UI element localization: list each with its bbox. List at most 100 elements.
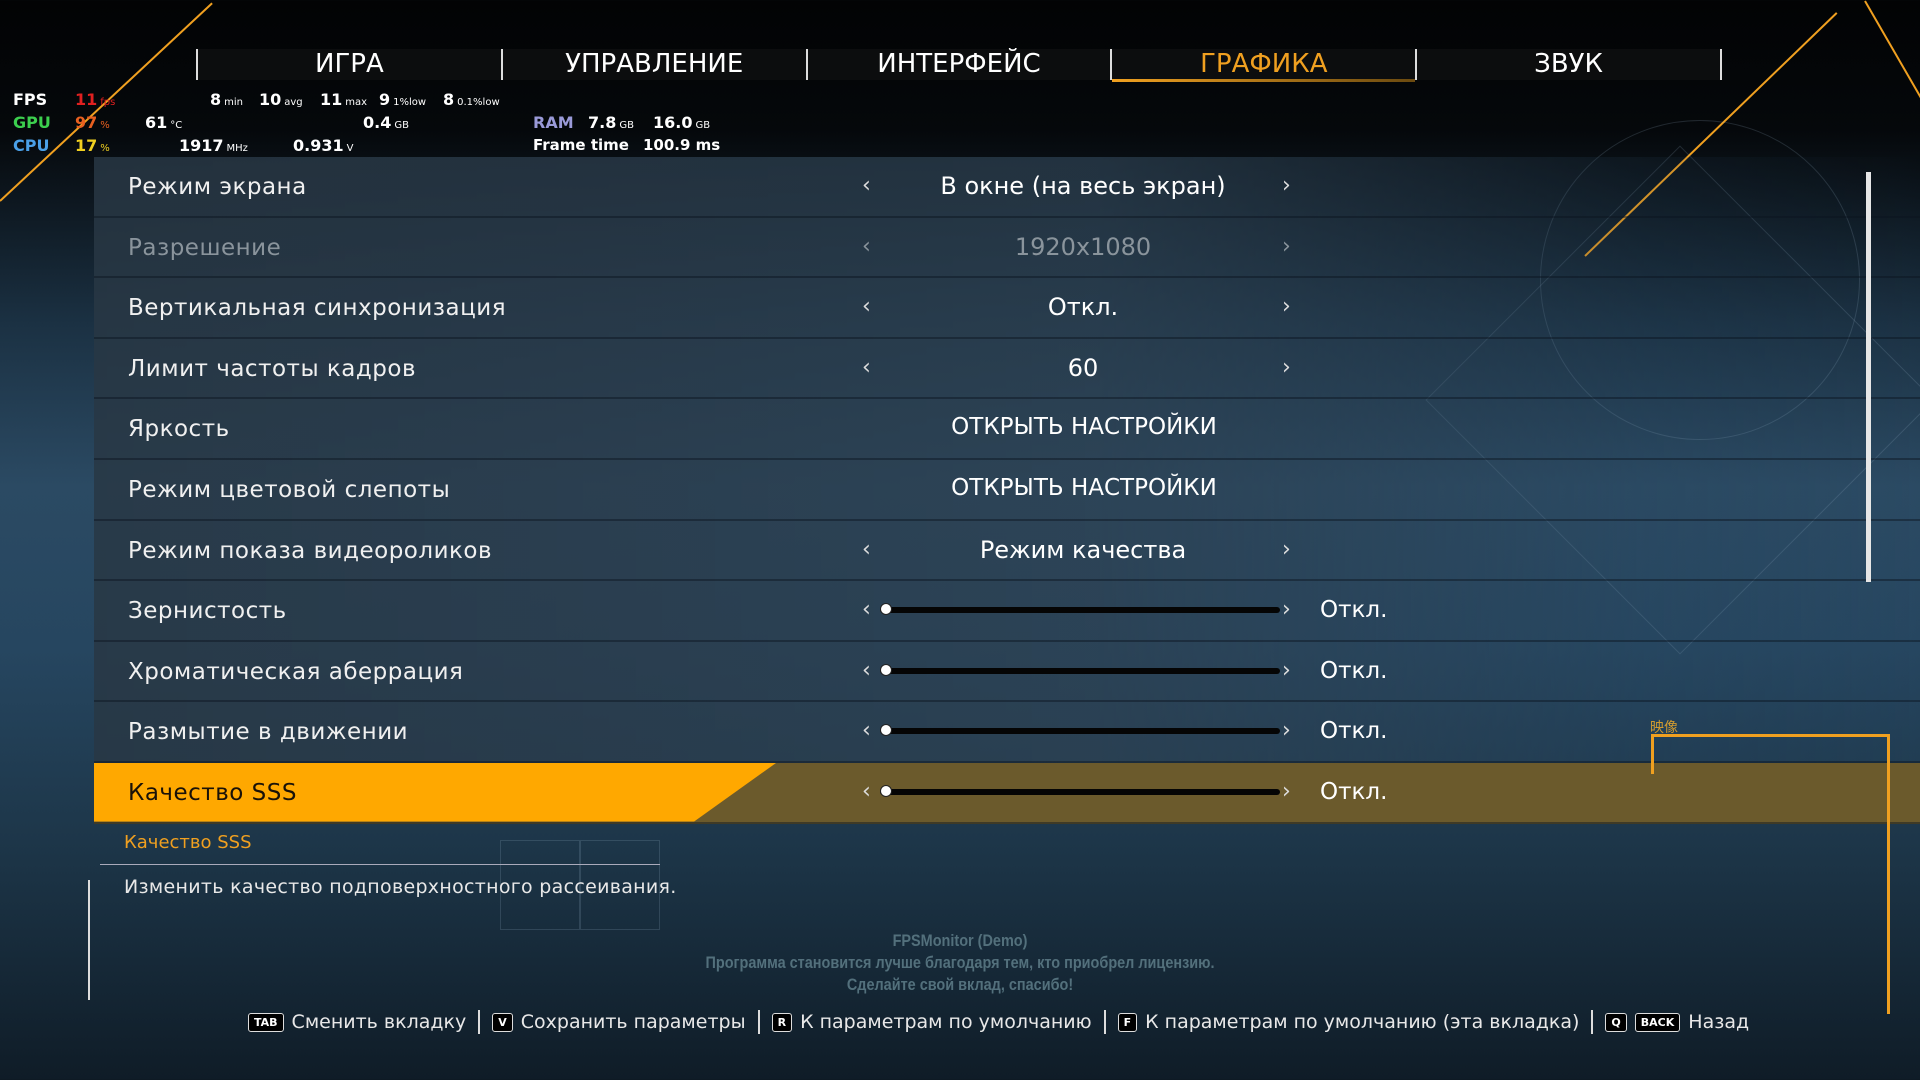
open-settings-button[interactable]: ОТКРЫТЬ НАСТРОЙКИ bbox=[951, 474, 1217, 501]
watermark-title: FPSMonitor (Demo) bbox=[892, 931, 1028, 950]
setting-slider[interactable] bbox=[880, 784, 1280, 797]
chevron-right-icon[interactable]: › bbox=[1282, 536, 1291, 562]
footer-hint[interactable]: R К параметрам по умолчанию bbox=[771, 1011, 1092, 1033]
setting-label: Хроматическая аберрация bbox=[128, 658, 464, 685]
footer-hint[interactable]: V Сохранить параметры bbox=[492, 1011, 746, 1033]
footer-hint[interactable]: F К параметрам по умолчанию (эта вкладка) bbox=[1117, 1011, 1580, 1033]
section-tag: 映像 bbox=[1650, 720, 1678, 736]
divider bbox=[100, 864, 660, 865]
gpu-load: 97% bbox=[75, 113, 110, 132]
tab-interface[interactable]: ИНТЕРФЕЙС bbox=[805, 49, 1111, 80]
watermark: FPSMonitor (Demo) Программа становится л… bbox=[688, 930, 1232, 996]
footer-hints: TAB Сменить вкладку V Сохранить параметры R К… bbox=[248, 1008, 1749, 1036]
chevron-left-icon[interactable]: ‹ bbox=[862, 233, 871, 259]
settings-list: Режим экрана ‹ › В окне (на весь экран) Разр… bbox=[94, 157, 1920, 824]
setting-slider[interactable] bbox=[880, 724, 1280, 737]
setting-label: Режим цветовой слепоты bbox=[128, 476, 451, 503]
chevron-right-icon[interactable]: › bbox=[1282, 718, 1291, 744]
setting-label: Разрешение bbox=[128, 234, 282, 261]
gpu-memory: 0.4 GB bbox=[363, 113, 409, 132]
cpu-label: CPU bbox=[13, 136, 50, 155]
cpu-clock: 1917 MHz bbox=[179, 136, 248, 155]
divider bbox=[757, 1010, 760, 1034]
decor-frame bbox=[580, 840, 660, 930]
divider bbox=[88, 880, 90, 1000]
setting-row[interactable]: Качество SSS ‹ › Откл. bbox=[94, 762, 1920, 824]
slider-knob[interactable] bbox=[880, 603, 892, 616]
key-icon: TAB bbox=[248, 1012, 284, 1032]
chevron-left-icon[interactable]: ‹ bbox=[862, 718, 871, 744]
hint-label: Сменить вкладку bbox=[291, 1011, 467, 1033]
slider-knob[interactable] bbox=[880, 784, 892, 797]
setting-value: 60 bbox=[1067, 353, 1099, 382]
setting-row[interactable]: Зернистость ‹ › Откл. bbox=[94, 581, 1920, 642]
fps-label: FPS bbox=[13, 90, 48, 109]
setting-value: Режим качества bbox=[979, 535, 1187, 564]
setting-value: Откл. bbox=[1320, 657, 1388, 684]
hint-label: Назад bbox=[1688, 1011, 1750, 1033]
setting-row[interactable]: Режим показа видеороликов ‹ › Режим качеств… bbox=[94, 520, 1920, 582]
divider bbox=[1591, 1010, 1594, 1034]
ram-label: RAM bbox=[533, 113, 574, 132]
decor-line bbox=[1864, 0, 1920, 106]
chevron-right-icon[interactable]: › bbox=[1282, 657, 1291, 683]
selection-highlight bbox=[94, 762, 776, 822]
fps-avg: 10 avg bbox=[259, 90, 303, 109]
divider bbox=[478, 1010, 481, 1034]
footer-hint[interactable]: Q BACK Назад bbox=[1605, 1011, 1749, 1033]
slider-knob[interactable] bbox=[880, 724, 892, 737]
setting-label: Размытие в движении bbox=[128, 719, 409, 746]
gpu-temp: 61 °C bbox=[145, 113, 183, 132]
setting-label: Яркость bbox=[128, 416, 230, 443]
setting-row[interactable]: Режим цветовой слепоты ОТКРЫТЬ НАСТРОЙКИ bbox=[94, 459, 1920, 521]
slider-knob[interactable] bbox=[880, 663, 892, 676]
hint-label: К параметрам по умолчанию (эта вкладка) bbox=[1145, 1011, 1580, 1033]
setting-slider[interactable] bbox=[880, 663, 1280, 676]
key-icon: BACK bbox=[1634, 1012, 1681, 1032]
key-icon: R bbox=[771, 1012, 793, 1032]
description-text: Изменить качество подповерхностного расс… bbox=[124, 876, 677, 898]
setting-row[interactable]: Лимит частоты кадров ‹ › 60 bbox=[94, 338, 1920, 400]
gpu-label: GPU bbox=[13, 113, 51, 132]
key-icon: Q bbox=[1605, 1012, 1627, 1032]
scrollbar[interactable] bbox=[1866, 172, 1871, 582]
setting-value: В окне (на весь экран) bbox=[940, 172, 1226, 200]
frametime-label: Frame time bbox=[533, 136, 629, 154]
chevron-left-icon[interactable]: ‹ bbox=[862, 778, 871, 804]
setting-label: Качество SSS bbox=[128, 779, 297, 806]
tab-graphics[interactable]: ГРАФИКА bbox=[1110, 49, 1415, 82]
decor-frame bbox=[500, 840, 580, 930]
chevron-left-icon[interactable]: ‹ bbox=[862, 173, 871, 198]
setting-row[interactable]: Яркость ОТКРЫТЬ НАСТРОЙКИ bbox=[94, 399, 1920, 460]
setting-label: Лимит частоты кадров bbox=[128, 355, 417, 382]
chevron-left-icon[interactable]: ‹ bbox=[862, 597, 871, 623]
chevron-left-icon[interactable]: ‹ bbox=[862, 354, 871, 380]
setting-row[interactable]: Разрешение ‹ › 1920x1080 bbox=[94, 217, 1920, 279]
hint-label: К параметрам по умолчанию bbox=[800, 1011, 1092, 1033]
tab-game[interactable]: ИГРА bbox=[196, 49, 501, 80]
chevron-left-icon[interactable]: ‹ bbox=[862, 294, 871, 320]
open-settings-button[interactable]: ОТКРЫТЬ НАСТРОЙКИ bbox=[951, 414, 1217, 441]
footer-hint[interactable]: TAB Сменить вкладку bbox=[248, 1011, 466, 1033]
setting-row[interactable]: Размытие в движении ‹ › Откл. bbox=[94, 702, 1920, 763]
chevron-right-icon[interactable]: › bbox=[1282, 173, 1291, 198]
tab-sound[interactable]: ЗВУК bbox=[1415, 49, 1722, 80]
chevron-left-icon[interactable]: ‹ bbox=[862, 657, 871, 683]
chevron-right-icon[interactable]: › bbox=[1282, 354, 1291, 380]
setting-row[interactable]: Хроматическая аберрация ‹ › Откл. bbox=[94, 641, 1920, 703]
setting-slider[interactable] bbox=[880, 603, 1280, 616]
setting-row[interactable]: Вертикальная синхронизация ‹ › Откл. bbox=[94, 278, 1920, 339]
tab-bar: ИГРА УПРАВЛЕНИЕ ИНТЕРФЕЙС ГРАФИКА ЗВУК bbox=[196, 49, 1722, 82]
cpu-load: 17% bbox=[75, 136, 110, 155]
key-icon: F bbox=[1117, 1012, 1138, 1032]
setting-value: Откл. bbox=[1320, 778, 1388, 805]
setting-row[interactable]: Режим экрана ‹ › В окне (на весь экран) bbox=[94, 157, 1920, 218]
chevron-left-icon[interactable]: ‹ bbox=[862, 536, 871, 562]
setting-value: 1920x1080 bbox=[1014, 232, 1152, 261]
chevron-right-icon[interactable]: › bbox=[1282, 597, 1291, 623]
chevron-right-icon[interactable]: › bbox=[1282, 233, 1291, 259]
chevron-right-icon[interactable]: › bbox=[1282, 778, 1291, 804]
chevron-right-icon[interactable]: › bbox=[1282, 294, 1291, 320]
setting-label: Зернистость bbox=[128, 598, 287, 625]
tab-controls[interactable]: УПРАВЛЕНИЕ bbox=[500, 49, 806, 80]
